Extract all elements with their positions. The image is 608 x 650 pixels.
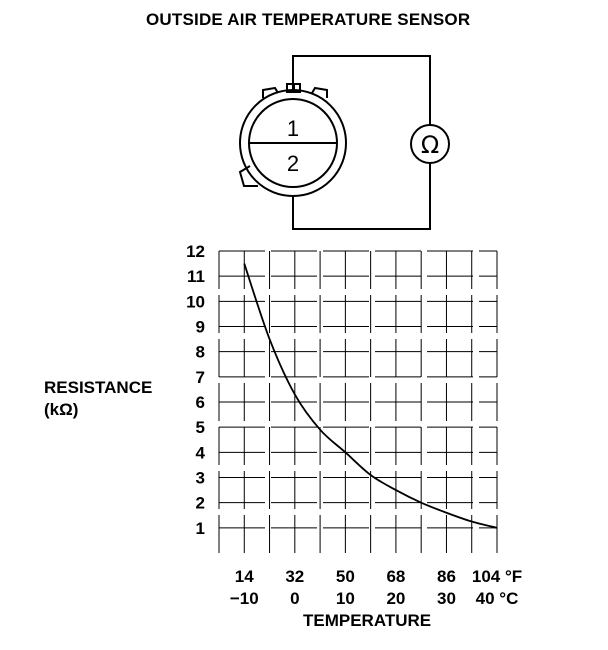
x-tick-label-fahrenheit: 14 [235,567,254,586]
y-tick-label: 9 [196,318,205,337]
wire-bottom [292,163,431,230]
y-axis-unit-label: (kΩ) [44,400,79,419]
wire-top [292,55,431,125]
x-tick-label-celsius: 20 [386,589,405,608]
x-tick-label-celsius: 10 [336,589,355,608]
y-tick-label: 11 [187,267,205,286]
connector-latch [238,165,258,187]
wiring [292,55,431,230]
ohmmeter-icon: Ω [410,124,450,164]
connector-tab-right [311,86,328,98]
y-tick-label: 12 [186,242,205,261]
connector-tab-left [262,86,279,98]
x-tick-label-celsius: 0 [290,589,299,608]
x-axis-celsius-tick-labels: −10 0 10 20 30 40 °C [230,589,519,608]
y-tick-label: 1 [196,519,205,538]
y-tick-label: 7 [196,368,205,387]
x-tick-label-celsius: 30 [437,589,456,608]
x-axis-label: TEMPERATURE [303,611,432,630]
y-axis-label: RESISTANCE [44,378,153,397]
x-tick-label-fahrenheit: 104 °F [472,567,522,586]
terminal-1-label: 1 [287,116,299,141]
svg-text:Ω: Ω [421,131,439,159]
y-tick-label: 8 [196,343,205,362]
y-tick-label: 3 [196,469,205,488]
x-axis-fahrenheit-tick-labels: 14 32 50 68 86 104 °F [235,567,522,586]
y-tick-label: 4 [196,443,206,462]
y-axis-tick-labels: 12 11 10 9 8 7 6 5 4 3 2 1 [186,242,205,538]
x-tick-label-fahrenheit: 68 [386,567,405,586]
chart-grid [218,250,498,553]
terminal-2-label: 2 [287,151,299,176]
resistance-curve [243,263,498,529]
terminal-stub-2 [293,83,301,93]
diagram-title: OUTSIDE AIR TEMPERATURE SENSOR [146,10,471,29]
y-tick-label: 2 [196,494,205,513]
y-tick-label: 5 [196,418,205,437]
x-tick-label-fahrenheit: 86 [437,567,456,586]
y-tick-label: 6 [196,393,205,412]
x-tick-label-fahrenheit: 50 [336,567,355,586]
x-tick-label-celsius: 40 °C [476,589,519,608]
x-tick-label-celsius: −10 [230,589,259,608]
y-tick-label: 10 [186,292,205,311]
connector [238,83,347,197]
x-tick-label-fahrenheit: 32 [285,567,304,586]
